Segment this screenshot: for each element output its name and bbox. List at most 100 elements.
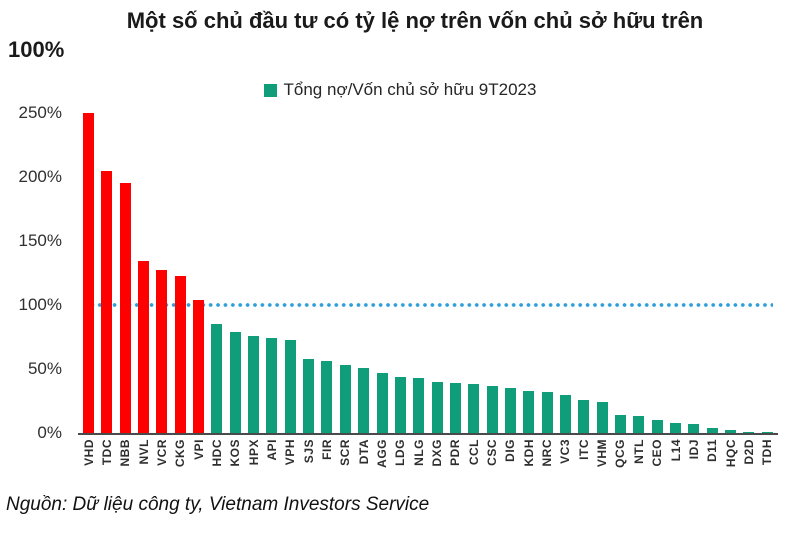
bar-chart: 250% 200% 150% 100% 50% 0% VHD TDC NBB NVL VCR CKG… (0, 103, 800, 486)
x-tick-label-text: QCG (613, 439, 628, 468)
bar-SJS (303, 358, 315, 433)
x-tick-label-text: D11 (705, 439, 720, 462)
x-tick-label-text: DXG (430, 439, 445, 467)
legend-label: Tổng nợ/Vốn chủ sở hữu 9T2023 (283, 80, 537, 99)
bar-DXG (431, 381, 443, 433)
x-tick-label: VPI (191, 439, 206, 486)
x-tick-label-text: VC3 (558, 439, 573, 464)
bar-ITC (578, 399, 590, 433)
bar-NRC (541, 392, 553, 433)
x-tick-label: HPX (246, 439, 261, 486)
bar-CKG (174, 275, 186, 433)
legend: Tổng nợ/Vốn chủ sở hữu 9T2023 (0, 80, 800, 100)
bar-KOS (229, 331, 241, 433)
bar-VHD (83, 113, 94, 433)
bar-CCL (468, 384, 480, 433)
x-tick-label-text: VPI (191, 439, 206, 460)
x-tick-label-text: HPX (246, 439, 261, 466)
x-tick-label: HQC (724, 439, 738, 486)
bar-VCR (156, 270, 168, 433)
x-tick-label: L14 (668, 439, 683, 486)
bar-VHM (596, 402, 608, 433)
x-tick-label-text: SJS (301, 439, 316, 464)
x-tick-label-text: NLG (411, 439, 426, 466)
x-tick-label-text: VHM (595, 439, 610, 468)
bar-VPH (284, 339, 296, 433)
bar-VPI (193, 299, 205, 433)
bar-NVL (138, 261, 150, 433)
x-tick-label: DXG (430, 439, 445, 486)
x-tick-label-text: VPH (283, 439, 298, 466)
x-tick-label-text: NVL (136, 439, 151, 465)
x-tick-label: D11 (705, 439, 720, 486)
x-tick-label: VCR (154, 439, 169, 486)
x-tick-label: NBB (118, 439, 132, 486)
bar-DTA (358, 367, 370, 433)
x-tick-label: IDJ (686, 439, 701, 486)
bar-L14 (670, 422, 681, 433)
bar-VC3 (559, 394, 571, 433)
x-tick-label-text: CSC (485, 439, 500, 466)
y-tick-label: 250% (18, 103, 62, 122)
plot-area (78, 108, 778, 435)
x-tick-label: NVL (136, 439, 151, 486)
x-tick-label: SCR (338, 439, 353, 486)
x-tick-label: VC3 (558, 439, 573, 486)
bar-SCR (339, 365, 351, 433)
bar-D2D (743, 431, 755, 433)
x-tick-label-text: CKG (173, 439, 188, 468)
bar-D11 (706, 427, 718, 433)
bar-QCG (614, 415, 626, 433)
x-tick-label-text: KOS (228, 439, 243, 467)
x-tick-label-text: PDR (448, 439, 463, 466)
x-tick-label-text: IDJ (686, 439, 701, 460)
x-tick-label-text: L14 (668, 439, 683, 462)
x-tick-label-text: KDH (521, 439, 536, 467)
x-tick-label-text: NTL (631, 439, 646, 464)
x-tick-label-text: CEO (650, 439, 665, 467)
bar-HQC (725, 430, 737, 433)
x-tick-label: CEO (650, 439, 665, 486)
x-tick-label: PDR (448, 439, 463, 486)
x-tick-label: DTA (357, 439, 371, 486)
x-tick-label: VHD (81, 439, 96, 486)
y-tick-label: 50% (27, 359, 62, 378)
x-tick-label: VPH (283, 439, 298, 486)
x-tick-label: HDC (210, 439, 224, 486)
x-tick-label-text: TDH (760, 439, 775, 466)
bar-LDG (394, 376, 406, 433)
x-tick-label-text: TDC (99, 439, 114, 466)
x-tick-label: CSC (485, 439, 500, 486)
bar-PDR (449, 383, 461, 433)
x-tick-label: AGG (375, 439, 389, 486)
x-tick-label-text: FIR (319, 439, 334, 460)
bar-CEO (651, 420, 663, 433)
bar-CSC (486, 385, 498, 433)
bar-FIR (321, 361, 333, 433)
x-tick-label-text: CCL (466, 439, 481, 466)
x-tick-label-text: NRC (540, 439, 555, 467)
x-tick-label-text: D2D (741, 439, 756, 465)
bar-TDC (101, 170, 113, 433)
x-tick-label: LDG (393, 439, 408, 486)
x-tick-label: SJS (301, 439, 316, 486)
x-tick-label-text: SCR (338, 439, 353, 466)
chart-title-line2: 100% (8, 37, 65, 62)
x-tick-label: CKG (173, 439, 188, 486)
chart-title-line1: Một số chủ đầu tư có tỷ lệ nợ trên vốn c… (126, 8, 704, 33)
x-tick-label-text: VCR (154, 439, 169, 466)
x-tick-label-text: ITC (576, 439, 591, 460)
bar-IDJ (688, 424, 700, 433)
reference-line-100pct (83, 303, 773, 307)
x-tick-label: TDH (760, 439, 775, 486)
x-tick-label: D2D (741, 439, 756, 486)
x-tick-label-text: DIG (503, 439, 518, 462)
x-axis: VHD TDC NBB NVL VCR CKG VPI HDC KOS HPX API VPH SJS F… (78, 439, 778, 486)
x-tick-label: FIR (319, 439, 334, 486)
y-tick-label: 150% (18, 231, 62, 250)
x-tick-label-text: LDG (393, 439, 408, 466)
x-tick-label: CCL (466, 439, 481, 486)
x-tick-label-text: VHD (81, 439, 96, 466)
x-tick-label: NRC (540, 439, 555, 486)
